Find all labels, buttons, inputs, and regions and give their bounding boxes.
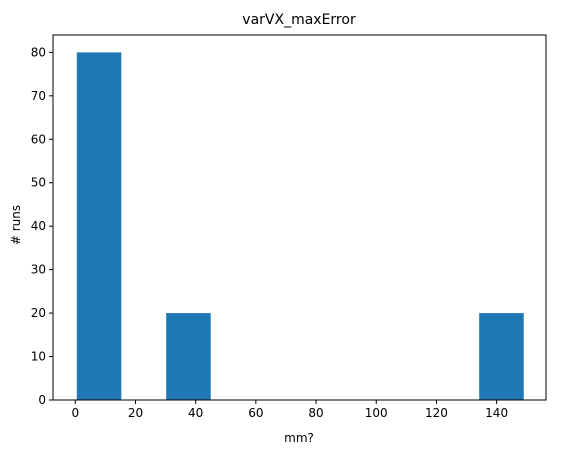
y-tick-label: 70 [31, 89, 46, 103]
x-axis-label: mm? [284, 431, 314, 445]
y-axis-ticks: 0 10 20 30 40 50 60 70 80 [31, 45, 53, 407]
histogram-bar-0 [76, 52, 122, 400]
x-tick-label: 100 [365, 406, 388, 420]
x-tick-label: 0 [71, 406, 79, 420]
x-tick-label: 60 [248, 406, 263, 420]
chart-title: varVX_maxError [242, 12, 356, 28]
x-tick-label: 40 [188, 406, 203, 420]
y-tick-label: 50 [31, 176, 46, 190]
y-tick-label: 10 [31, 350, 46, 364]
histogram-bar-2 [166, 313, 211, 400]
x-axis-ticks: 0 20 40 60 80 100 120 140 [71, 400, 508, 420]
x-tick-label: 80 [308, 406, 323, 420]
bars-group [76, 52, 524, 400]
y-tick-label: 0 [38, 393, 46, 407]
y-tick-label: 20 [31, 306, 46, 320]
histogram-bar-9 [479, 313, 524, 400]
y-tick-label: 60 [31, 132, 46, 146]
y-tick-label: 40 [31, 219, 46, 233]
x-tick-label: 20 [128, 406, 143, 420]
x-tick-label: 140 [485, 406, 508, 420]
y-tick-label: 30 [31, 263, 46, 277]
plot-frame [52, 34, 547, 401]
y-tick-label: 80 [31, 45, 46, 59]
y-axis-label: # runs [9, 205, 23, 245]
x-tick-label: 120 [425, 406, 448, 420]
